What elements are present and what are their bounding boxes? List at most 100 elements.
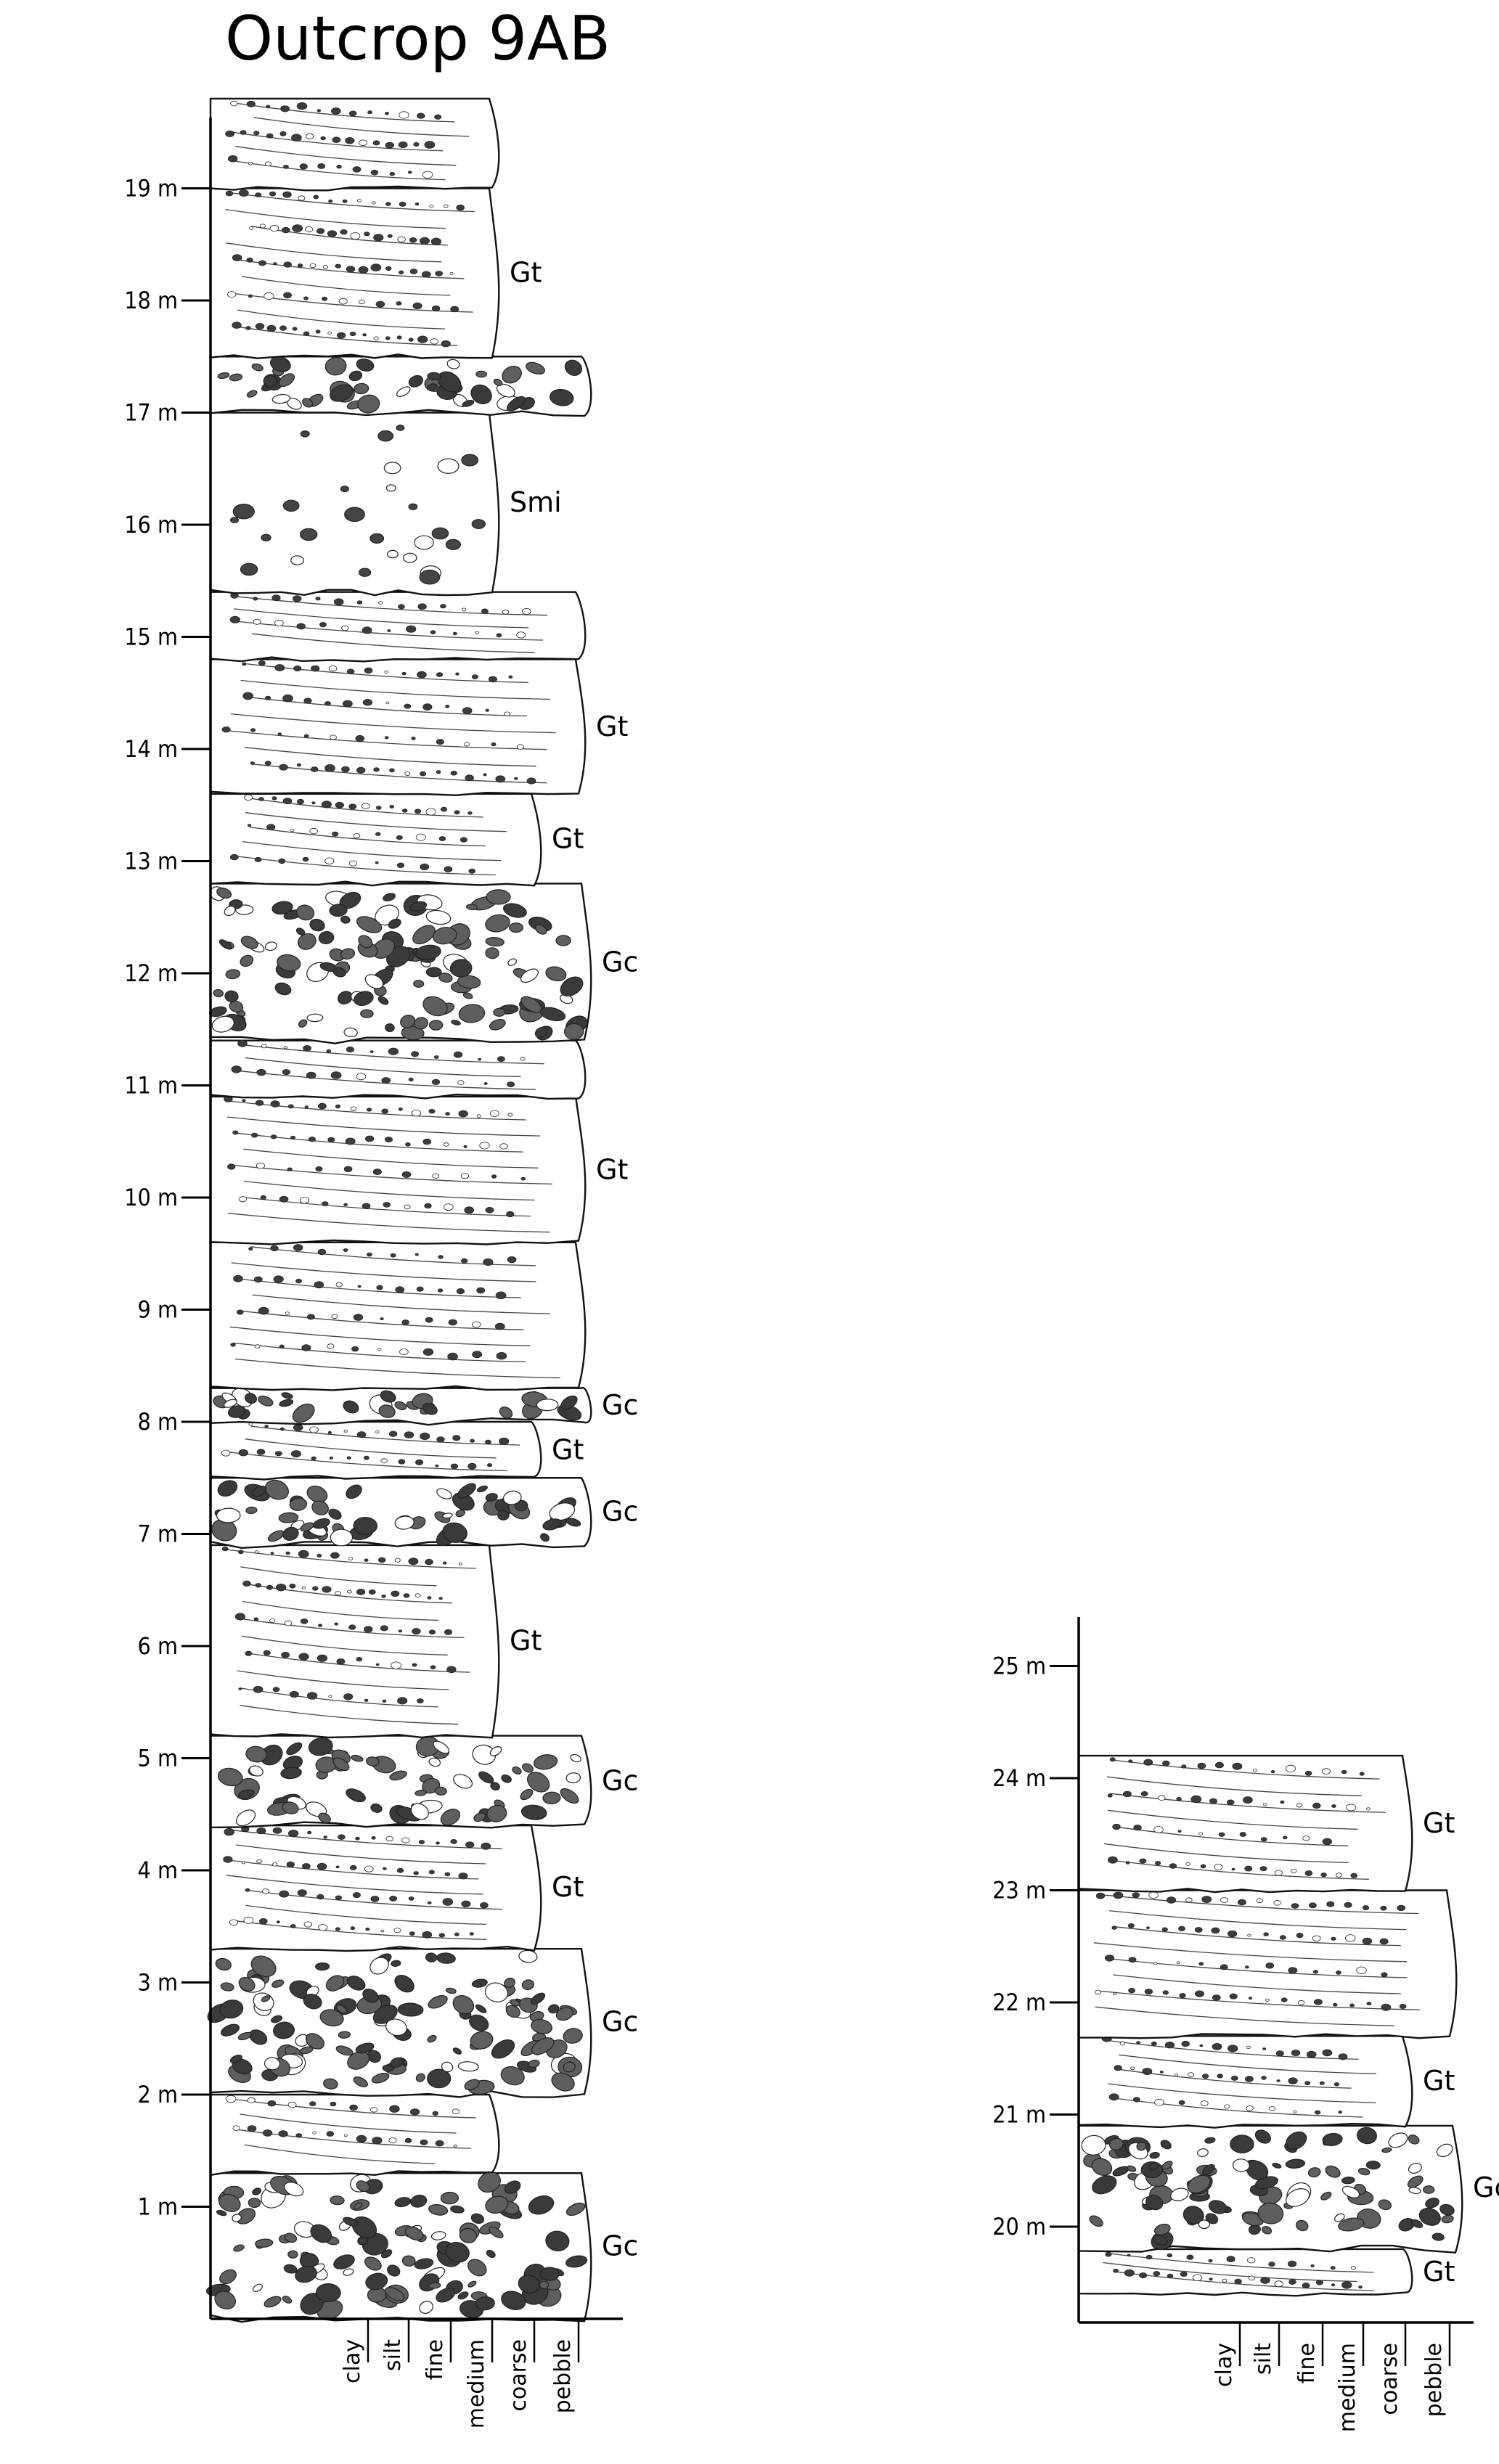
- pebble: [227, 1163, 236, 1170]
- pebble: [308, 1737, 333, 1756]
- cross-bed-line: [226, 242, 442, 263]
- pebble: [1151, 2041, 1157, 2046]
- pebble: [255, 1583, 262, 1588]
- pebble: [340, 948, 356, 960]
- pebble: [298, 1550, 309, 1558]
- pebble: [506, 396, 526, 412]
- pebble: [520, 1804, 547, 1820]
- pebble: [1114, 2065, 1122, 2071]
- pebble: [1287, 2260, 1297, 2267]
- pebble: [471, 519, 486, 529]
- pebble: [1263, 1932, 1269, 1936]
- pebble: [221, 1449, 231, 1457]
- cross-bed-line: [1116, 2271, 1374, 2291]
- pebble: [237, 1550, 244, 1555]
- pebble: [322, 265, 328, 269]
- pebble: [398, 141, 408, 149]
- pebble: [381, 1077, 391, 1084]
- cross-bed-line: [226, 1875, 483, 1895]
- pebble: [485, 708, 489, 712]
- pebble: [238, 1687, 242, 1690]
- pebble: [480, 1902, 489, 1909]
- pebble: [356, 1431, 367, 1438]
- facies-label: Gc: [602, 946, 638, 978]
- pebble: [502, 903, 527, 918]
- pebble: [373, 767, 380, 772]
- pebble: [271, 594, 281, 602]
- pebble: [469, 2014, 489, 2031]
- pebble: [489, 2226, 504, 2238]
- pebble: [250, 728, 256, 732]
- pebble: [356, 1656, 363, 1662]
- facies-label: Gc: [602, 1389, 638, 1421]
- pebble: [472, 1744, 497, 1765]
- pebble: [348, 803, 357, 810]
- pebble: [504, 711, 510, 716]
- pebble: [315, 597, 321, 601]
- pebble: [1220, 1964, 1228, 1970]
- pebble: [279, 1427, 285, 1431]
- pebble: [464, 742, 470, 747]
- pebble: [564, 359, 582, 376]
- pebble: [300, 528, 318, 541]
- pebble: [413, 980, 425, 988]
- pebble: [1188, 2072, 1195, 2077]
- pebble: [385, 142, 395, 149]
- pebble: [243, 1916, 254, 1924]
- pebble: [307, 1830, 312, 1835]
- pebble: [404, 2226, 424, 2241]
- pebble: [534, 1026, 548, 1039]
- pebble: [324, 857, 335, 864]
- bed-gc: [207, 1947, 592, 2098]
- pebble: [1241, 2212, 1264, 2227]
- pebble: [385, 336, 391, 340]
- facies-label: Gt: [1423, 2256, 1455, 2288]
- pebble: [1127, 2165, 1137, 2172]
- pebble: [458, 1004, 486, 1023]
- pebble: [1380, 1905, 1387, 1911]
- pebble: [267, 2100, 277, 2107]
- pebble: [355, 1836, 360, 1841]
- pebble: [338, 298, 348, 305]
- pebble: [266, 824, 276, 830]
- cross-bed-line: [242, 1044, 544, 1065]
- pebble: [1198, 1962, 1204, 1966]
- pebble: [1186, 2254, 1194, 2260]
- cross-bed-line: [1114, 1926, 1401, 1947]
- pebble: [347, 2051, 370, 2070]
- pebble: [401, 1171, 412, 1178]
- pebble: [539, 2267, 560, 2281]
- cross-bed-line: [240, 1687, 438, 1708]
- pebble: [218, 2193, 241, 2212]
- depth-tick-label: 25 m: [992, 1653, 1046, 1680]
- facies-label: Gt: [1423, 2065, 1455, 2097]
- pebble: [231, 1065, 242, 1073]
- pebble: [1185, 1897, 1193, 1903]
- pebble: [491, 742, 497, 747]
- pebble: [277, 732, 282, 736]
- grain-size-label: coarse: [506, 2339, 531, 2412]
- pebble: [274, 982, 292, 996]
- pebble: [409, 901, 428, 912]
- pebble: [483, 1258, 494, 1266]
- pebble: [253, 1617, 259, 1621]
- pebble: [281, 226, 290, 234]
- cross-bed-line: [244, 2144, 436, 2164]
- pebble: [396, 835, 403, 840]
- pebble: [407, 171, 412, 174]
- pebble: [413, 142, 420, 147]
- pebble: [335, 2045, 354, 2056]
- bed-gt: [1077, 2248, 1413, 2297]
- pebble: [287, 1167, 293, 1171]
- pebble: [428, 2203, 449, 2216]
- pebble: [1162, 1760, 1170, 1767]
- pebble: [342, 199, 348, 203]
- pebble: [1276, 2079, 1281, 2082]
- pebble: [442, 1522, 467, 1543]
- cross-bed-line: [229, 192, 475, 213]
- pebble: [282, 798, 293, 805]
- pebble: [430, 237, 442, 246]
- grain-size-label: coarse: [1377, 2343, 1402, 2415]
- pebble: [236, 1309, 244, 1315]
- pebble: [224, 990, 239, 1003]
